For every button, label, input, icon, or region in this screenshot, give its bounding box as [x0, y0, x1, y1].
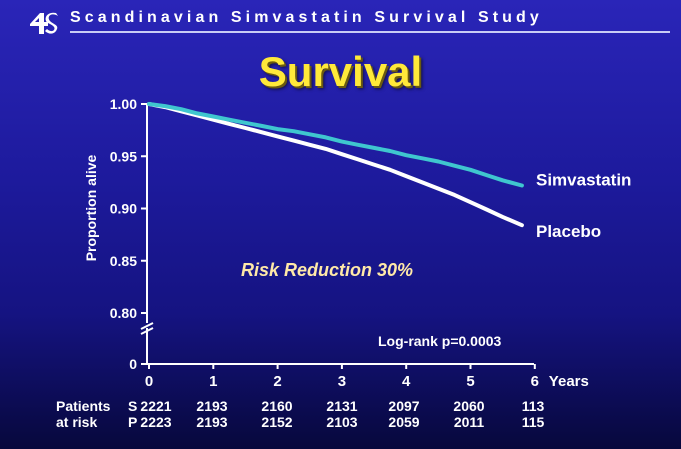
x-axis-label: Years — [549, 373, 589, 390]
x-tick-label: 2 — [273, 373, 281, 390]
risk-cell-simvastatin: 2131 — [326, 398, 358, 414]
y-tick-label: 0.80 — [110, 305, 137, 321]
y-tick-label: 1.00 — [110, 96, 137, 112]
risk-cell-simvastatin: 2060 — [453, 398, 485, 414]
x-tick-label: 1 — [209, 373, 217, 390]
series-line-simvastatin — [147, 102, 524, 188]
axis-break-mark — [140, 327, 154, 335]
risk-table-placebo-prefix: P — [128, 414, 138, 430]
risk-table-label-line1: Patients — [56, 398, 111, 414]
risk-reduction-annotation: Risk Reduction 30% — [241, 260, 413, 280]
risk-cell-simvastatin: 2221 — [140, 398, 172, 414]
chart-axes — [140, 103, 536, 369]
x-tick-label: 5 — [466, 373, 474, 390]
4s-logo-icon — [30, 12, 58, 34]
y-tick-label: 0.95 — [110, 148, 137, 164]
axis-break-mark — [140, 322, 154, 330]
risk-table-simvastatin-prefix: S — [128, 398, 138, 414]
slide-title: Survival — [258, 48, 423, 95]
risk-table-label-line2: at risk — [56, 414, 98, 430]
chart-series — [147, 102, 524, 228]
y-tick-label: 0.85 — [110, 253, 137, 269]
risk-cell-placebo: 115 — [521, 414, 545, 430]
y-tick-label: 0 — [129, 356, 137, 372]
header-title: Scandinavian Simvastatin Survival Study — [70, 9, 543, 26]
series-label-placebo: Placebo — [536, 222, 601, 241]
series-line-placebo — [147, 102, 524, 228]
risk-cell-simvastatin: 2193 — [196, 398, 228, 414]
slide-header: Scandinavian Simvastatin Survival Study — [0, 0, 681, 40]
risk-cell-placebo: 2059 — [388, 414, 420, 430]
x-tick-label: 0 — [145, 373, 153, 390]
risk-cell-placebo: 2011 — [453, 414, 485, 430]
risk-cell-placebo: 2152 — [261, 414, 293, 430]
risk-cell-placebo: 2223 — [140, 414, 172, 430]
x-tick-label: 6 — [531, 373, 539, 390]
log-rank-annotation: Log-rank p=0.0003 — [378, 333, 502, 349]
risk-cell-simvastatin: 2097 — [388, 398, 420, 414]
chart-labels: 1.00 0.95 0.90 0.85 0.80 00 1 2 3 4 5 6 Years Proport… — [83, 96, 631, 390]
risk-cell-simvastatin: 2160 — [261, 398, 293, 414]
risk-cell-simvastatin: 113 — [521, 398, 545, 414]
x-tick-label: 3 — [338, 373, 346, 390]
y-tick-label: 0.90 — [110, 201, 137, 217]
risk-cell-placebo: 2193 — [196, 414, 228, 430]
header-divider — [70, 31, 670, 33]
x-tick-label: 4 — [402, 373, 411, 390]
risk-cell-placebo: 2103 — [326, 414, 358, 430]
y-axis-label: Proportion alive — [83, 155, 99, 262]
patients-at-risk-table: Patients at risk S P 2221 2193 2160 2131 209… — [0, 396, 681, 436]
series-label-simvastatin: Simvastatin — [536, 171, 631, 190]
